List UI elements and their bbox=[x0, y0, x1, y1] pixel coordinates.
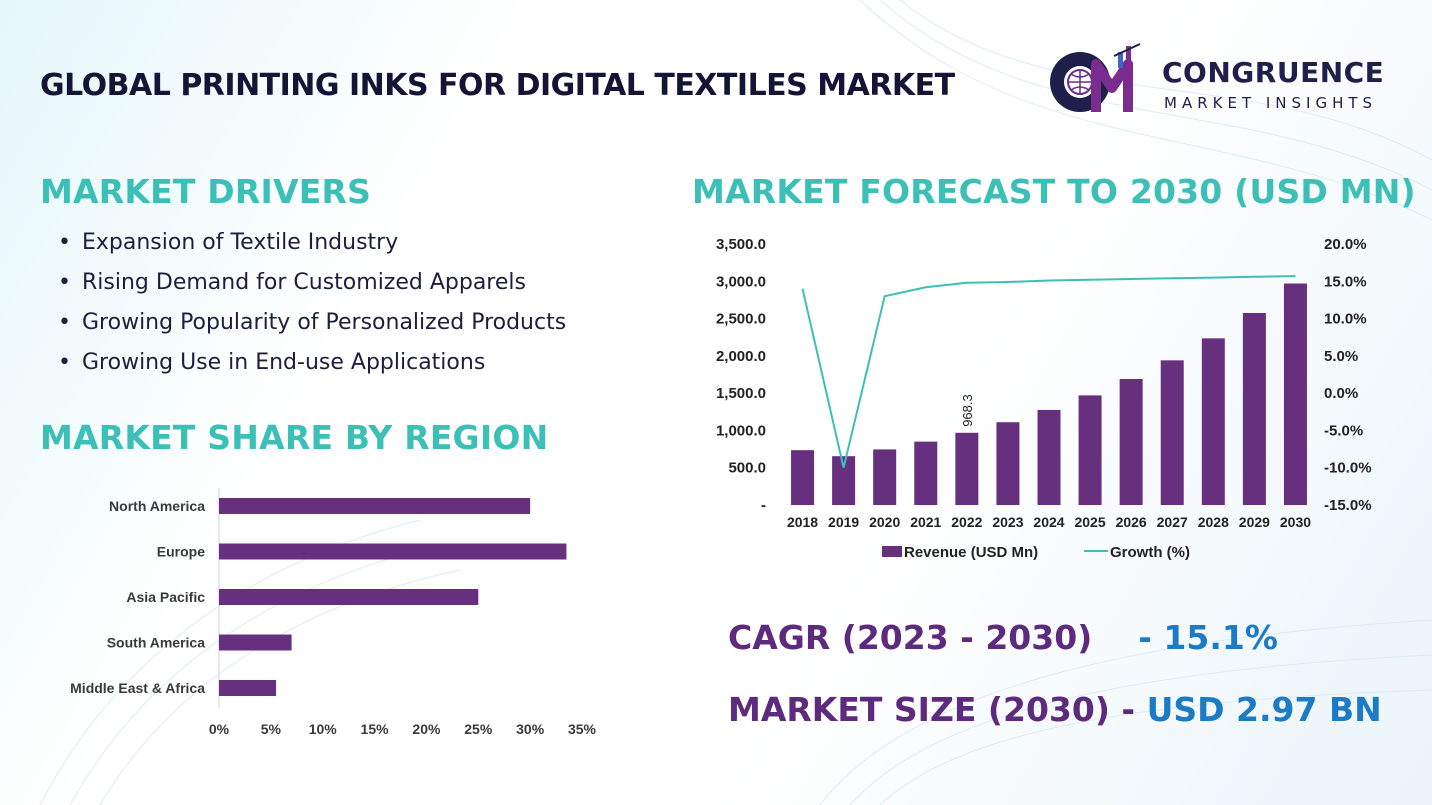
growth-line bbox=[801, 275, 1296, 468]
left-y-tick-label: 2,000.0 bbox=[716, 348, 766, 365]
bullet-icon: • bbox=[58, 230, 71, 255]
forecast-heading: MARKET FORECAST TO 2030 (USD MN) bbox=[692, 172, 1416, 211]
revenue-bar bbox=[1160, 360, 1184, 505]
x-tick-label: 2019 bbox=[828, 514, 859, 530]
region-bar bbox=[219, 634, 292, 651]
revenue-bar bbox=[1242, 312, 1266, 505]
region-label: Europe bbox=[157, 544, 205, 560]
legend-swatch-revenue bbox=[882, 546, 902, 557]
market-size-stat: MARKET SIZE (2030) - USD 2.97 BN bbox=[728, 690, 1382, 729]
company-logo: CONGRUENCE MARKET INSIGHTS bbox=[1044, 42, 1404, 118]
left-y-tick-label: 3,500.0 bbox=[716, 236, 766, 253]
right-y-tick-label: 15.0% bbox=[1324, 273, 1367, 290]
x-tick-label: 20% bbox=[412, 721, 441, 737]
x-tick-label: 2018 bbox=[787, 514, 818, 530]
region-bar bbox=[219, 680, 277, 696]
left-y-tick-label: 500.0 bbox=[728, 460, 766, 477]
x-tick-label: 2030 bbox=[1280, 514, 1311, 530]
driver-text: Rising Demand for Customized Apparels bbox=[82, 270, 526, 295]
x-tick-label: 2025 bbox=[1074, 514, 1105, 530]
revenue-bar bbox=[791, 450, 815, 505]
right-y-tick-label: -5.0% bbox=[1324, 422, 1363, 439]
region-label: Asia Pacific bbox=[126, 589, 205, 605]
right-y-tick-label: 10.0% bbox=[1324, 311, 1367, 328]
revenue-bar bbox=[914, 441, 938, 505]
x-tick-label: 15% bbox=[361, 721, 390, 737]
left-y-tick-label: 1,000.0 bbox=[716, 422, 766, 439]
revenue-bar bbox=[1283, 283, 1307, 505]
x-tick-label: 2021 bbox=[910, 514, 941, 530]
x-tick-label: 2024 bbox=[1033, 514, 1064, 530]
x-tick-label: 2026 bbox=[1116, 514, 1147, 530]
drivers-list: • Expansion of Textile Industry • Rising D… bbox=[58, 230, 566, 390]
market-size-value: USD 2.97 BN bbox=[1146, 690, 1382, 729]
x-tick-label: 0% bbox=[209, 721, 230, 737]
revenue-bar bbox=[1078, 395, 1102, 505]
revenue-bar bbox=[873, 449, 897, 505]
legend-label-growth: Growth (%) bbox=[1110, 544, 1190, 561]
region-heading: MARKET SHARE BY REGION bbox=[40, 418, 549, 457]
logo-mark-icon bbox=[1050, 43, 1141, 112]
revenue-bar bbox=[955, 432, 979, 505]
logo-name: CONGRUENCE bbox=[1162, 56, 1385, 89]
revenue-bar bbox=[1037, 409, 1061, 505]
x-tick-label: 30% bbox=[516, 721, 545, 737]
x-tick-label: 2027 bbox=[1157, 514, 1188, 530]
revenue-bar bbox=[1119, 378, 1143, 505]
right-y-tick-label: 0.0% bbox=[1324, 385, 1358, 402]
revenue-bar bbox=[1201, 338, 1225, 505]
left-y-tick-label: - bbox=[761, 497, 766, 514]
right-y-tick-label: -15.0% bbox=[1324, 497, 1372, 514]
x-tick-label: 2023 bbox=[992, 514, 1023, 530]
bar-data-label: 968.3 bbox=[960, 394, 975, 427]
x-tick-label: 35% bbox=[568, 721, 597, 737]
logo-tagline: MARKET INSIGHTS bbox=[1164, 94, 1378, 112]
x-tick-label: 10% bbox=[309, 721, 338, 737]
x-tick-label: 25% bbox=[464, 721, 493, 737]
right-y-tick-label: 20.0% bbox=[1324, 236, 1367, 253]
region-label: North America bbox=[109, 498, 205, 514]
driver-item: • Expansion of Textile Industry bbox=[58, 230, 566, 270]
left-y-tick-label: 3,000.0 bbox=[716, 273, 766, 290]
driver-item: • Growing Popularity of Personalized Prod… bbox=[58, 310, 566, 350]
right-y-tick-label: -10.0% bbox=[1324, 460, 1372, 477]
cagr-label: CAGR (2023 - 2030) bbox=[728, 618, 1093, 657]
region-label: Middle East & Africa bbox=[70, 680, 205, 696]
region-share-chart: North America Europe Asia Pacific South Ame… bbox=[70, 488, 597, 737]
driver-text: Expansion of Textile Industry bbox=[82, 230, 399, 255]
driver-text: Growing Use in End-use Applications bbox=[82, 350, 486, 375]
legend-label-revenue: Revenue (USD Mn) bbox=[904, 544, 1038, 561]
revenue-bar bbox=[832, 456, 856, 505]
x-tick-label: 5% bbox=[261, 721, 282, 737]
drivers-heading: MARKET DRIVERS bbox=[40, 172, 372, 211]
right-y-tick-label: 5.0% bbox=[1324, 348, 1358, 365]
driver-text: Growing Popularity of Personalized Produ… bbox=[82, 310, 567, 335]
left-y-tick-label: 1,500.0 bbox=[716, 385, 766, 402]
driver-item: • Rising Demand for Customized Apparels bbox=[58, 270, 566, 310]
forecast-chart: - 500.0 1,000.0 1,500.0 2,000.0 2,500.0 3,000.… bbox=[716, 236, 1372, 561]
cagr-stat: CAGR (2023 - 2030) - 15.1% bbox=[728, 618, 1278, 657]
page-title: GLOBAL PRINTING INKS FOR DIGITAL TEXTILE… bbox=[40, 68, 955, 103]
x-tick-label: 2022 bbox=[951, 514, 982, 530]
region-bar bbox=[219, 589, 479, 605]
cagr-value: - 15.1% bbox=[1138, 618, 1278, 657]
bullet-icon: • bbox=[58, 350, 71, 375]
revenue-bar bbox=[996, 422, 1020, 505]
x-tick-label: 2029 bbox=[1239, 514, 1270, 530]
market-size-label: MARKET SIZE (2030) - bbox=[728, 690, 1136, 729]
driver-item: • Growing Use in End-use Applications bbox=[58, 350, 566, 390]
x-tick-label: 2020 bbox=[869, 514, 900, 530]
region-bar bbox=[219, 543, 567, 560]
left-y-tick-label: 2,500.0 bbox=[716, 311, 766, 328]
bullet-icon: • bbox=[58, 270, 71, 295]
region-label: South America bbox=[107, 635, 205, 651]
bullet-icon: • bbox=[58, 310, 71, 335]
region-bar bbox=[219, 498, 531, 514]
x-tick-label: 2028 bbox=[1198, 514, 1229, 530]
